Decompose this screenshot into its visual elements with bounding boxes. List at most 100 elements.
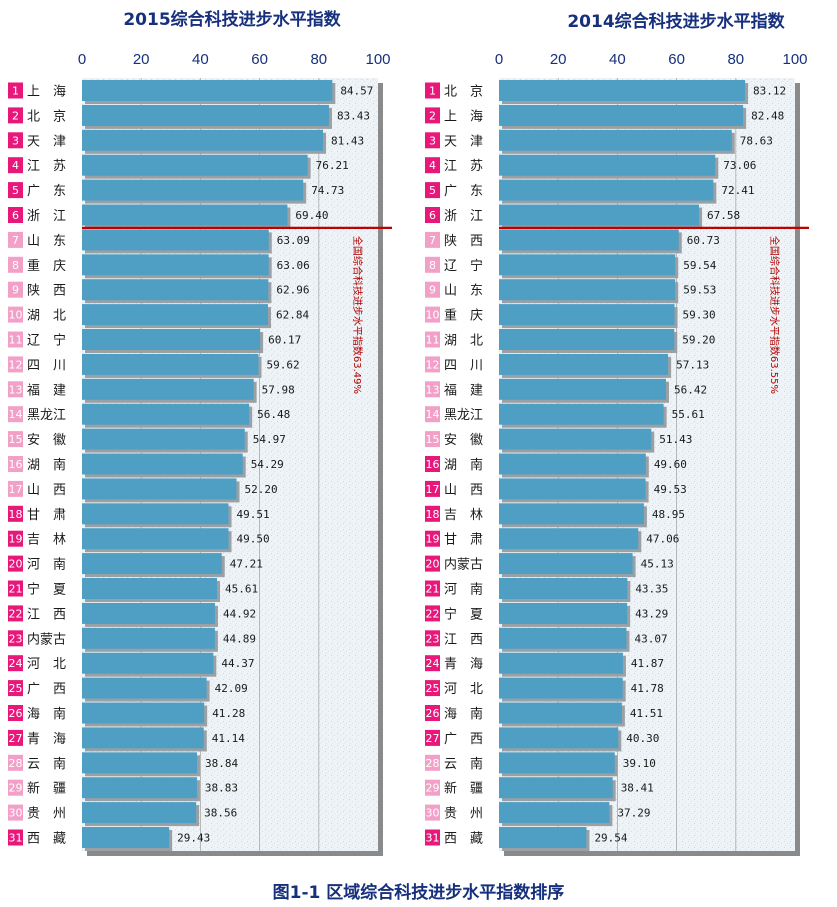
rank-number: 30: [426, 807, 440, 820]
rank-number: 22: [426, 607, 440, 620]
rank-number: 10: [9, 309, 23, 322]
bar: [82, 802, 197, 824]
rank-number: 8: [12, 259, 19, 272]
bar: [499, 154, 716, 176]
y-tick-label: 陕 西: [444, 234, 483, 249]
bar: [82, 304, 269, 326]
rank-badge: [425, 505, 440, 522]
figure-caption: 图1-1 区域综合科技进步水平指数排序: [272, 883, 565, 903]
data-label: 54.29: [251, 458, 284, 471]
bar: [82, 229, 269, 251]
bar: [82, 279, 269, 301]
y-tick-label: 江 苏: [444, 158, 483, 174]
bar: [499, 129, 732, 151]
rank-badge: [8, 480, 23, 497]
rank-badge: [8, 605, 23, 622]
data-label: 60.73: [687, 234, 720, 247]
data-label: 57.13: [676, 358, 709, 371]
bar: [82, 378, 254, 400]
y-tick-label: 黑龙江: [27, 408, 66, 423]
data-label: 59.53: [683, 284, 716, 297]
bar: [499, 578, 628, 599]
bar: [82, 478, 237, 500]
data-label: 38.56: [204, 807, 237, 820]
rank-badge: [425, 306, 440, 323]
y-tick-label: 北 京: [444, 85, 483, 100]
rank-number: 9: [12, 284, 19, 297]
rank-badge: [425, 82, 440, 99]
rank-number: 23: [426, 632, 440, 645]
rank-number: 31: [9, 832, 23, 845]
annotation: 全国综合科技进步水平指数63.55%: [768, 236, 781, 394]
rank-badge: [425, 630, 440, 647]
data-label: 41.28: [212, 707, 245, 720]
rank-number: 26: [426, 707, 440, 720]
data-label: 54.97: [253, 433, 286, 446]
y-tick-label: 新 疆: [27, 781, 66, 797]
rank-number: 17: [426, 483, 440, 496]
data-label: 59.20: [682, 334, 715, 347]
data-label: 43.07: [634, 632, 667, 645]
rank-number: 2: [12, 109, 19, 122]
data-label: 73.06: [723, 159, 756, 172]
bar: [82, 752, 197, 774]
rank-number: 11: [9, 334, 23, 347]
rank-badge: [425, 456, 440, 472]
chart-title-2015: 2015综合科技进步水平指数: [123, 10, 341, 30]
rank-badge: [425, 605, 440, 622]
data-label: 49.53: [654, 483, 687, 496]
rank-badge: [425, 705, 440, 721]
bar: [82, 254, 269, 276]
rank-badge: [425, 331, 440, 348]
bar: [499, 777, 613, 799]
y-tick-label: 天 津: [27, 134, 66, 149]
data-label: 56.42: [674, 383, 707, 396]
y-tick-label: 广 西: [27, 682, 66, 697]
bar: [499, 528, 639, 550]
data-label: 41.14: [212, 732, 245, 745]
rank-badge: [8, 331, 23, 348]
rank-number: 27: [9, 732, 23, 745]
y-tick-label: 陕 西: [27, 284, 66, 299]
rank-badge: [8, 729, 23, 746]
rank-number: 8: [429, 259, 436, 272]
data-label: 67.58: [707, 209, 740, 222]
y-tick-label: 广 东: [444, 184, 483, 199]
y-tick-label: 山 东: [27, 234, 66, 249]
rank-number: 15: [9, 433, 23, 446]
y-tick-label: 西 藏: [444, 832, 483, 847]
rank-badge: [8, 555, 23, 572]
data-label: 41.87: [631, 657, 664, 670]
rank-number: 31: [426, 832, 440, 845]
y-tick-label: 浙 江: [27, 209, 66, 224]
y-tick-label: 福 建: [444, 383, 483, 398]
data-label: 37.29: [617, 807, 650, 820]
rank-badge: [8, 157, 23, 174]
bar: [499, 503, 644, 525]
rank-badge: [425, 829, 440, 846]
y-tick-label: 云 南: [27, 756, 66, 772]
rank-number: 27: [426, 732, 440, 745]
bar: [82, 602, 215, 624]
data-label: 45.13: [641, 558, 674, 571]
y-tick-label: 福 建: [27, 383, 66, 398]
y-tick-label: 宁 夏: [444, 606, 483, 622]
rank-badge: [8, 306, 23, 323]
y-tick-label: 浙 江: [444, 209, 483, 224]
y-tick-label: 北 京: [27, 109, 66, 124]
x-tick-label: 40: [609, 51, 626, 68]
y-tick-label: 湖 南: [27, 457, 66, 473]
rank-badge: [425, 406, 440, 423]
y-tick-label: 内蒙古: [27, 631, 66, 647]
x-tick-label: 20: [550, 51, 567, 68]
y-tick-label: 吉 林: [444, 508, 483, 523]
rank-number: 13: [9, 383, 23, 396]
data-label: 52.20: [245, 483, 278, 496]
rank-badge: [425, 804, 440, 821]
y-tick-label: 青 海: [27, 732, 66, 747]
y-tick-label: 山 西: [27, 483, 66, 498]
rank-number: 18: [426, 508, 440, 521]
x-tick-label: 60: [668, 51, 685, 68]
data-label: 84.57: [340, 85, 373, 98]
rank-badge: [425, 555, 440, 572]
